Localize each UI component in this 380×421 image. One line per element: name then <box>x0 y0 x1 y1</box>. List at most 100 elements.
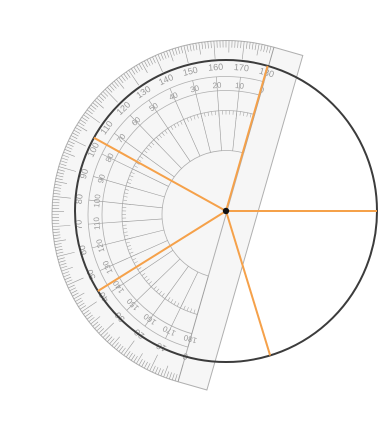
protractor-inner-tick <box>127 245 131 247</box>
protractor-inner-tick <box>207 112 209 117</box>
protractor-tick <box>154 366 159 374</box>
protractor-inner-tick <box>190 308 193 313</box>
protractor-tick <box>160 53 164 60</box>
protractor-tick <box>57 251 75 257</box>
protractor-tick <box>72 132 79 137</box>
protractor-tick <box>54 239 67 243</box>
protractor-guide-line <box>216 76 222 151</box>
protractor-inner-tick <box>148 281 152 285</box>
protractor-tick <box>100 93 107 99</box>
protractor-tick <box>123 340 135 356</box>
protractor-tick <box>201 42 204 50</box>
protractor-outer-label: 160 <box>208 62 224 73</box>
protractor-inner-label: 0 <box>258 85 265 95</box>
protractor-tick <box>100 322 114 336</box>
protractor-inner-tick <box>122 217 127 219</box>
protractor-tick <box>144 361 148 369</box>
protractor-tick <box>128 352 133 359</box>
protractor-guide-line <box>169 88 201 157</box>
protractor-inner-tick <box>197 114 199 119</box>
protractor-outer-label: 70 <box>73 219 84 230</box>
protractor-inner-tick <box>148 144 152 148</box>
protractor-inner-tick <box>170 126 174 130</box>
protractor-tick <box>65 279 73 283</box>
protractor-inner-tick <box>135 162 140 165</box>
protractor-outer-label: 80 <box>74 194 85 205</box>
protractor-tick <box>240 41 242 49</box>
protractor-tick <box>260 44 263 52</box>
protractor-guide-line <box>148 99 191 162</box>
protractor-tick <box>111 336 120 347</box>
protractor-tick <box>198 42 201 55</box>
protractor-tick <box>111 82 117 89</box>
protractor-inner-tick <box>193 309 196 314</box>
protractor-tick <box>52 225 71 227</box>
protractor-tick <box>68 140 75 145</box>
protractor-tick <box>107 87 113 93</box>
protractor-tick <box>228 40 230 53</box>
protractor-tick <box>123 73 129 80</box>
protractor-tick <box>55 248 63 251</box>
protractor-tick <box>171 373 175 381</box>
protractor-tick <box>133 66 138 74</box>
protractor-tick <box>92 321 99 327</box>
protractor-tick <box>60 265 68 269</box>
protractor-tick <box>70 135 78 139</box>
protractor-inner-tick <box>137 267 142 270</box>
protractor-tick <box>57 169 65 172</box>
protractor-tick <box>268 46 272 54</box>
radius-line-5 <box>225 65 269 212</box>
protractor-tick <box>144 60 148 68</box>
protractor-tick <box>64 276 72 280</box>
circle-layer <box>74 59 378 363</box>
protractor-tick <box>166 50 170 58</box>
protractor-tick <box>207 41 209 49</box>
protractor-inner-tick <box>122 214 127 215</box>
protractor-tick <box>104 89 118 103</box>
protractor-guide-line <box>92 229 164 249</box>
protractor-tick <box>53 237 61 240</box>
protractor-arc-1 <box>161 150 244 277</box>
protractor-inner-tick <box>229 110 230 115</box>
protractor-tick <box>65 146 73 150</box>
protractor-inner-tick <box>134 165 138 168</box>
protractor-tick <box>54 186 62 189</box>
protractor-inner-tick <box>176 302 180 307</box>
protractor-tick <box>68 284 75 289</box>
protractor-tick <box>234 40 236 48</box>
protractor-tick <box>79 119 87 124</box>
protractor-tick <box>63 151 75 157</box>
protractor-inner-tick <box>130 171 135 175</box>
protractor-inner-tick <box>125 189 130 191</box>
protractor-tick <box>125 351 131 358</box>
protractor-inner-label: 90 <box>96 173 107 185</box>
protractor-tick <box>246 41 248 49</box>
protractor-tick <box>86 109 93 115</box>
protractor-tick <box>62 271 70 275</box>
protractor-inner-tick <box>143 150 148 154</box>
protractor-guide-line <box>111 250 174 292</box>
protractor-tick <box>53 234 61 237</box>
protractor-tick <box>116 344 122 350</box>
protractor-tick <box>75 127 82 132</box>
protractor-tick <box>152 365 156 373</box>
protractor-tick <box>109 338 115 345</box>
protractor-tick <box>130 68 136 75</box>
protractor-tick <box>85 312 92 318</box>
protractor-inner-tick <box>123 231 128 233</box>
protractor-tick <box>171 48 175 56</box>
protractor-tick <box>225 40 227 48</box>
protractor-tick <box>52 205 60 207</box>
protractor-tick <box>189 44 192 52</box>
protractor-tick <box>136 353 143 364</box>
protractor-tick <box>174 374 178 381</box>
protractor-inner-label: 80 <box>104 151 116 163</box>
protractor-tick <box>138 63 143 71</box>
protractor-tick <box>146 59 151 66</box>
protractor-inner-tick <box>129 251 134 254</box>
protractor-inner-tick <box>128 178 133 181</box>
protractor-tick <box>52 199 60 201</box>
protractor-inner-tick <box>211 111 213 116</box>
